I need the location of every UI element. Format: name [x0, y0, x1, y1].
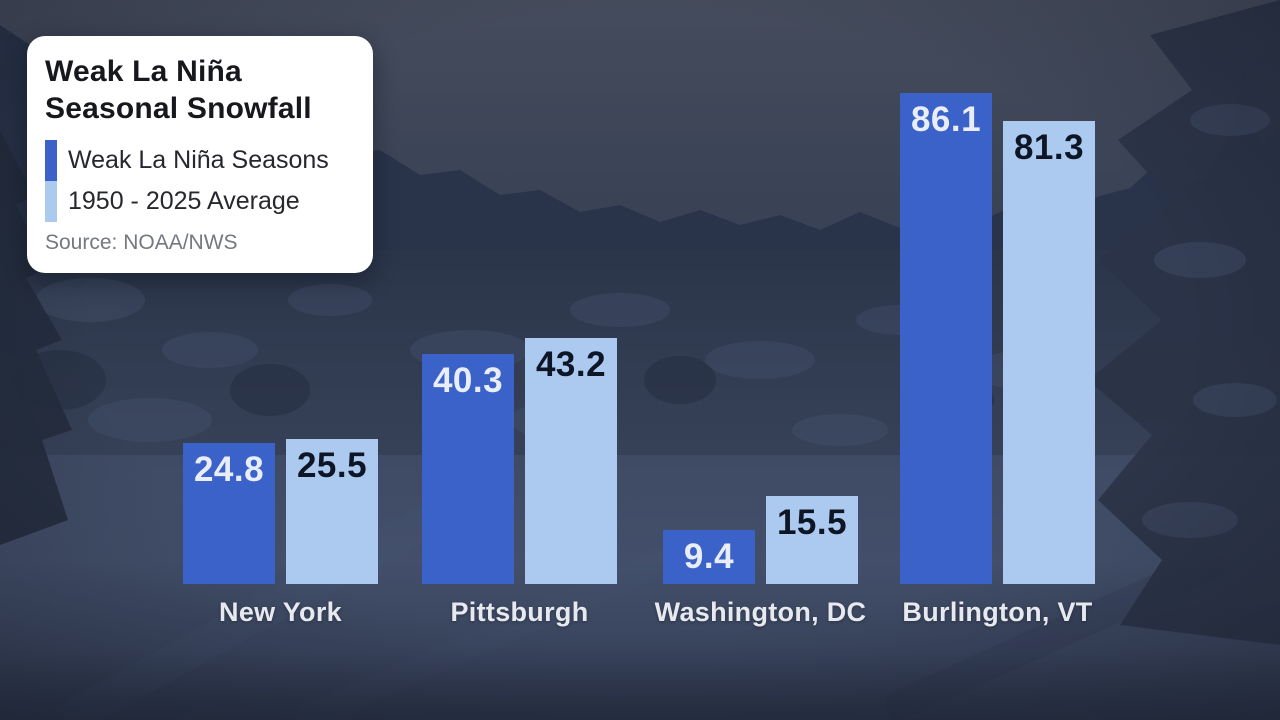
legend-swatch-average: [45, 181, 57, 222]
bar-value-label: 24.8: [193, 449, 265, 489]
legend-labels: Weak La Niña Seasons 1950 - 2025 Average: [68, 140, 329, 222]
chart-info-card: Weak La Niña Seasonal Snowfall Weak La N…: [27, 36, 373, 273]
bar-value-label: 25.5: [296, 445, 368, 485]
bar-value-label: 15.5: [776, 502, 848, 542]
bar-group-washington-dc: 9.4 15.5 Washington, DC: [655, 0, 866, 627]
bar-value-label: 86.1: [910, 100, 982, 140]
bar-new-york-weak-la-ni-a-seasons: 24.8: [183, 442, 275, 584]
bar-group-new-york: 24.8 25.5 New York: [183, 0, 378, 627]
legend: Weak La Niña Seasons 1950 - 2025 Average: [45, 140, 353, 222]
chart-title-line2: Seasonal Snowfall: [45, 92, 312, 125]
bar-group-burlington-vt: 86.1 81.3 Burlington, VT: [900, 0, 1095, 627]
bar-value-label: 81.3: [1013, 127, 1085, 167]
bar-burlington-vt-weak-la-ni-a-seasons: 86.1: [900, 93, 992, 584]
bar-pittsburgh-1950-2025-average: 43.2: [525, 337, 617, 584]
legend-swatch-weak-la-nina: [45, 140, 57, 181]
category-label-burlington-vt: Burlington, VT: [902, 597, 1093, 627]
legend-label-weak-la-nina: Weak La Niña Seasons: [68, 146, 329, 174]
bar-value-label: 43.2: [535, 344, 607, 384]
bar-new-york-1950-2025-average: 25.5: [286, 438, 378, 584]
bar-washington-dc-weak-la-ni-a-seasons: 9.4: [663, 530, 755, 584]
legend-label-average: 1950 - 2025 Average: [68, 187, 300, 215]
bar-pittsburgh-weak-la-ni-a-seasons: 40.3: [422, 354, 514, 584]
bar-value-label: 9.4: [683, 537, 735, 577]
bar-burlington-vt-1950-2025-average: 81.3: [1003, 120, 1095, 584]
category-label-new-york: New York: [219, 597, 342, 627]
chart-title-line1: Weak La Niña: [45, 55, 242, 88]
source-attribution: Source: NOAA/NWS: [45, 231, 238, 254]
category-label-washington-dc: Washington, DC: [654, 597, 867, 627]
bar-chart: 24.8 25.5 New York 40.3 43.2 Pittsburgh 9.4 15.…: [183, 0, 1095, 627]
bar-washington-dc-1950-2025-average: 15.5: [766, 495, 858, 584]
bar-group-pittsburgh: 40.3 43.2 Pittsburgh: [422, 0, 617, 627]
category-label-pittsburgh: Pittsburgh: [450, 597, 589, 627]
legend-swatches: [45, 140, 57, 222]
chart-title: Weak La Niña Seasonal Snowfall: [45, 53, 353, 127]
bar-value-label: 40.3: [432, 361, 504, 401]
